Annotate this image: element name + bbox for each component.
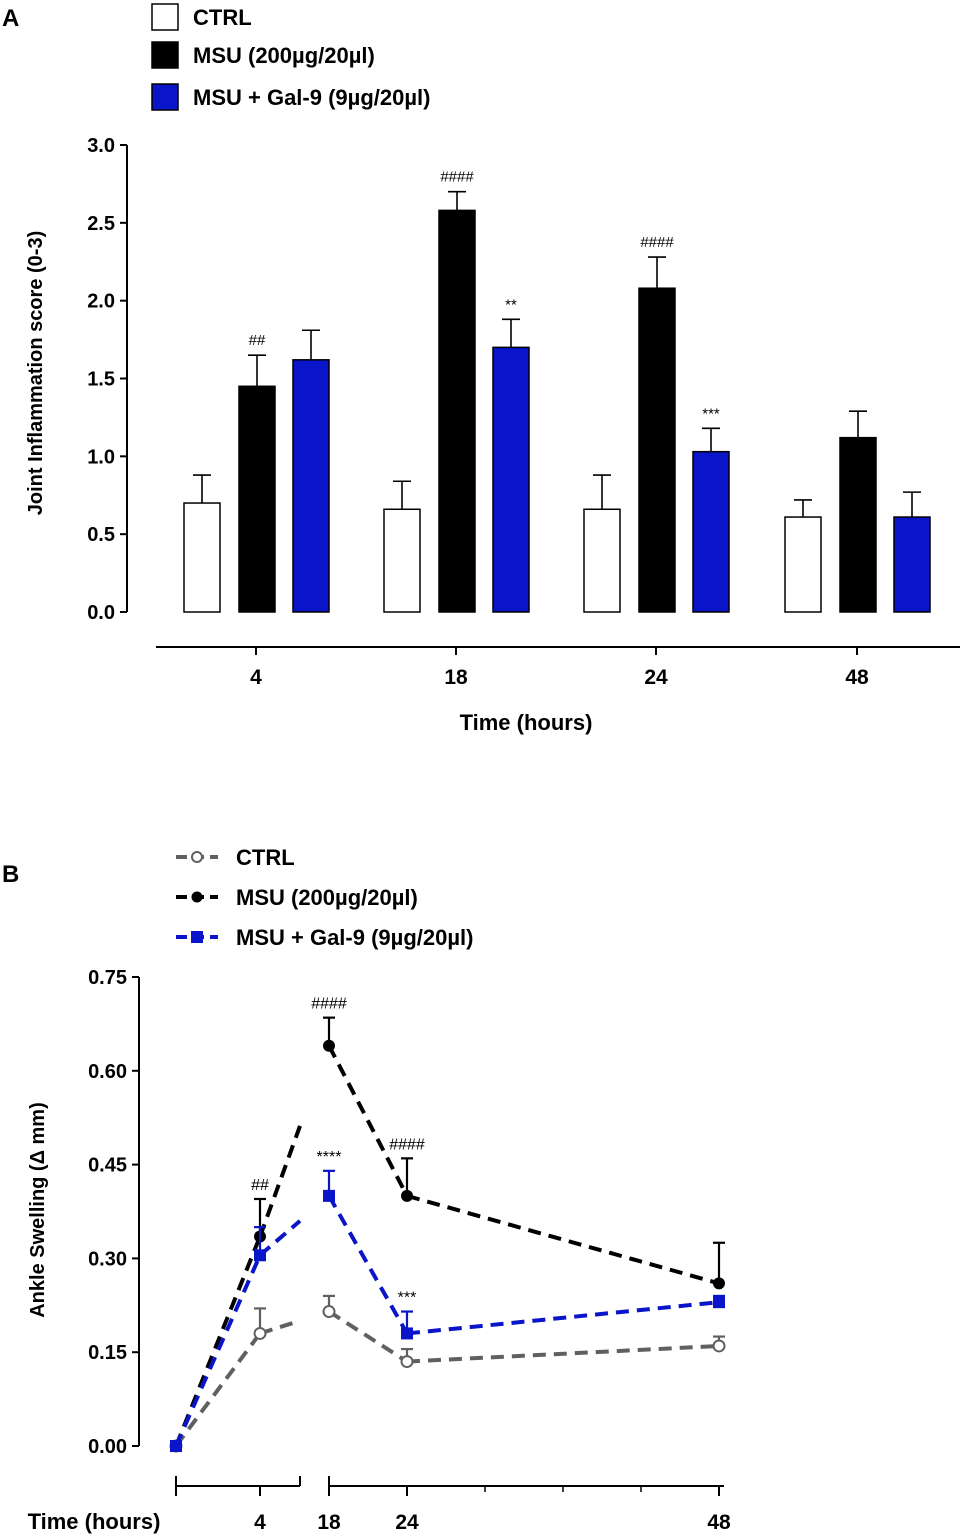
significance-label: ####: [389, 1136, 425, 1153]
significance-label: ####: [440, 169, 474, 186]
bar-msu: [839, 436, 877, 613]
y-tick-label: 0.0: [87, 602, 115, 624]
bar-msu: [638, 287, 676, 613]
panel-b-x-axis-label: Time (hours): [28, 1509, 161, 1534]
significance-label: **: [505, 296, 517, 313]
legend-a-label-0: CTRL: [193, 5, 252, 30]
data-point-ctrl: [322, 1305, 336, 1319]
data-point-gal9: [323, 1189, 335, 1202]
y-tick-label: 0.00: [88, 1436, 127, 1458]
data-point-gal9: [401, 1327, 413, 1340]
series-line-segment: [327, 1044, 409, 1197]
bar-ctrl: [583, 508, 621, 613]
significance-label: ####: [640, 234, 674, 251]
panel-a-y-axis-label: Joint Inflammation score (0-3): [25, 231, 47, 516]
legend-b-label-0: CTRL: [236, 845, 295, 870]
data-point-ctrl: [400, 1355, 414, 1369]
x-tick-label: 4: [254, 1511, 266, 1534]
bar-msu: [292, 359, 330, 613]
y-tick-label: 0.5: [87, 524, 115, 546]
legend-b-marker-2: [191, 931, 203, 943]
panel-b-chart: 0.000.150.300.450.600.754 18 24 48#########…: [88, 967, 731, 1534]
legend-a-swatch-2: [151, 83, 179, 111]
panel-a-x-axis-label: Time (hours): [460, 710, 593, 735]
legend-b-label-2: MSU + Gal-9 (9µg/20µl): [236, 925, 473, 950]
y-tick-label: 0.45: [88, 1155, 127, 1177]
y-tick-label: 2.0: [87, 291, 115, 313]
panel-b-y-axis-label: Ankle Swelling (Δ mm): [27, 1102, 49, 1318]
legend-a-swatch-0: [151, 3, 179, 31]
y-tick-label: 3.0: [87, 135, 115, 157]
series-line-segment: [406, 1300, 720, 1336]
y-tick-label: 0.30: [88, 1248, 127, 1270]
data-point-msu: [323, 1039, 335, 1052]
series-line-segment: [327, 1194, 409, 1335]
x-tick-label: 4: [250, 666, 262, 689]
legend-a-swatch-1: [151, 41, 179, 69]
bar-msu: [492, 346, 530, 613]
panel-a-chart: 0.00.51.01.52.02.53.04 18 24 48##########**…: [87, 135, 960, 689]
bar-msu: [692, 450, 730, 613]
x-tick-label: 48: [707, 1511, 731, 1534]
y-tick-label: 2.5: [87, 213, 115, 235]
legend-b-marker-1: [191, 891, 203, 903]
legend-a-label-1: MSU (200µg/20µl): [193, 43, 375, 68]
y-tick-label: 0.60: [88, 1061, 127, 1083]
series-line-segment: [406, 1193, 720, 1286]
y-tick-label: 1.5: [87, 369, 115, 391]
panel-b-label: B: [2, 861, 19, 888]
significance-label: ****: [317, 1149, 342, 1166]
data-point-gal9: [254, 1249, 266, 1262]
legend-a-label-2: MSU + Gal-9 (9µg/20µl): [193, 85, 430, 110]
data-point-msu: [713, 1277, 725, 1290]
significance-label: ***: [702, 405, 720, 422]
panel-a-label: A: [2, 5, 19, 32]
x-tick-label: 24: [395, 1511, 419, 1534]
legend-b-marker-0: [191, 851, 203, 863]
legend-a: CTRL MSU (200µg/20µl) MSU + Gal-9 (9µg/20µ…: [151, 3, 430, 111]
series-line-segment: [258, 1219, 302, 1257]
significance-label: ####: [311, 996, 347, 1013]
series-line-segment: [406, 1343, 720, 1364]
x-tick-label: 24: [644, 666, 668, 689]
significance-label: ##: [251, 1177, 269, 1194]
x-tick-label: 18: [444, 666, 468, 689]
significance-label: ***: [398, 1290, 417, 1307]
legend-b: CTRL MSU (200µg/20µl) MSU + Gal-9 (9µg/20µ…: [176, 845, 473, 950]
legend-b-label-1: MSU (200µg/20µl): [236, 885, 418, 910]
data-point-gal9: [170, 1440, 182, 1452]
series-line-segment: [259, 1318, 301, 1336]
data-point-gal9: [713, 1296, 725, 1309]
bar-ctrl: [383, 508, 421, 613]
significance-label: ##: [249, 332, 266, 349]
bar-ctrl: [183, 502, 221, 613]
series-line-segment: [174, 1235, 262, 1447]
series-line-segment: [174, 1254, 262, 1447]
x-tick-label: 18: [317, 1511, 341, 1534]
x-tick-label: 48: [845, 666, 869, 689]
bar-msu: [893, 516, 931, 613]
bar-ctrl: [784, 516, 822, 613]
series-line-segment: [174, 1332, 262, 1448]
bar-msu: [438, 209, 476, 613]
data-point-ctrl: [253, 1326, 267, 1340]
series-line-segment: [327, 1309, 409, 1364]
y-tick-label: 1.0: [87, 446, 115, 468]
data-point-msu: [401, 1189, 413, 1202]
data-point-ctrl: [712, 1339, 726, 1353]
y-tick-label: 0.75: [88, 967, 127, 989]
bar-msu: [238, 385, 276, 613]
y-tick-label: 0.15: [88, 1342, 127, 1364]
